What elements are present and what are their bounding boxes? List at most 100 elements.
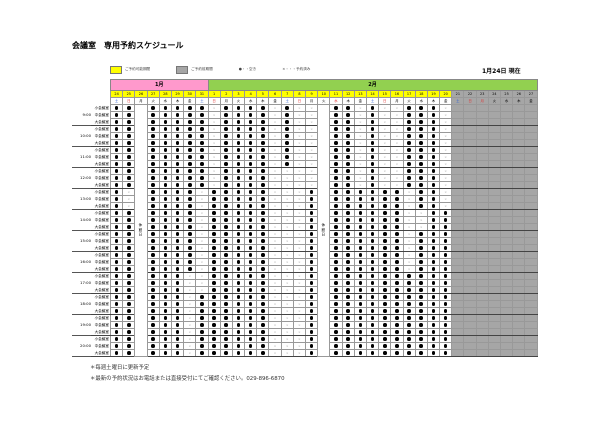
slot-available[interactable] [402,286,416,294]
slot-available[interactable] [304,223,319,231]
slot-available[interactable] [426,237,441,245]
slot-available[interactable] [304,188,319,196]
slot-available[interactable] [426,132,441,140]
slot-available[interactable] [329,167,343,175]
slot-available[interactable] [146,300,160,308]
slot-available[interactable] [109,132,124,140]
slot-available[interactable] [170,293,185,301]
slot-available[interactable] [439,300,453,308]
slot-available[interactable] [219,258,233,266]
slot-available[interactable] [439,286,453,294]
slot-available[interactable] [378,286,392,294]
slot-available[interactable] [256,160,270,168]
slot-available[interactable] [304,314,319,322]
slot-available[interactable] [158,174,172,182]
slot-available[interactable] [183,160,197,168]
slot-available[interactable] [122,265,136,273]
slot-available[interactable] [207,342,221,350]
slot-available[interactable] [402,321,416,329]
slot-available[interactable] [195,307,209,315]
slot-available[interactable] [170,244,185,252]
slot-available[interactable] [341,237,355,245]
slot-available[interactable] [219,139,233,147]
slot-available[interactable] [402,104,416,112]
slot-available[interactable] [195,125,209,133]
slot-available[interactable] [158,104,172,112]
slot-available[interactable] [109,188,124,196]
slot-available[interactable] [390,230,404,238]
slot-available[interactable] [256,132,270,140]
slot-available[interactable] [170,272,185,280]
slot-available[interactable] [195,118,209,126]
slot-available[interactable] [365,258,380,266]
slot-available[interactable] [219,321,233,329]
slot-available[interactable] [341,160,355,168]
slot-available[interactable] [378,188,392,196]
slot-available[interactable] [170,321,185,329]
slot-available[interactable] [365,104,380,112]
slot-available[interactable] [341,146,355,154]
slot-available[interactable] [414,300,428,308]
slot-available[interactable] [195,111,209,119]
slot-available[interactable] [170,307,185,315]
slot-available[interactable] [244,139,258,147]
slot-available[interactable] [439,335,453,343]
slot-available[interactable] [207,216,221,224]
slot-available[interactable] [231,181,246,189]
slot-available[interactable] [219,146,233,154]
slot-available[interactable] [402,293,416,301]
slot-available[interactable] [109,230,124,238]
slot-available[interactable] [353,244,367,252]
slot-available[interactable] [365,328,380,336]
slot-available[interactable] [341,328,355,336]
slot-available[interactable] [122,216,136,224]
slot-available[interactable] [219,286,233,294]
slot-available[interactable] [122,118,136,126]
slot-available[interactable] [378,216,392,224]
slot-available[interactable] [304,293,319,301]
slot-available[interactable] [122,293,136,301]
slot-available[interactable] [341,300,355,308]
slot-available[interactable] [329,230,343,238]
slot-available[interactable] [390,293,404,301]
slot-available[interactable] [219,202,233,210]
slot-available[interactable] [109,167,124,175]
slot-available[interactable] [195,335,209,343]
slot-available[interactable] [195,153,209,161]
slot-available[interactable] [231,125,246,133]
slot-available[interactable] [146,335,160,343]
slot-available[interactable] [219,293,233,301]
slot-available[interactable] [122,160,136,168]
slot-available[interactable] [304,195,319,203]
slot-available[interactable] [231,258,246,266]
slot-available[interactable] [329,153,343,161]
slot-available[interactable] [378,335,392,343]
slot-available[interactable] [256,167,270,175]
slot-available[interactable] [231,104,246,112]
slot-available[interactable] [378,342,392,350]
slot-available[interactable] [329,104,343,112]
slot-available[interactable] [353,321,367,329]
slot-available[interactable] [170,223,185,231]
slot-available[interactable] [219,118,233,126]
slot-available[interactable] [378,237,392,245]
slot-available[interactable] [146,146,160,154]
slot-available[interactable] [353,328,367,336]
slot-available[interactable] [402,174,416,182]
slot-available[interactable] [244,153,258,161]
slot-available[interactable] [183,118,197,126]
slot-available[interactable] [426,139,441,147]
slot-available[interactable] [122,230,136,238]
slot-available[interactable] [426,202,441,210]
slot-available[interactable] [244,146,258,154]
slot-available[interactable] [329,174,343,182]
slot-available[interactable] [195,167,209,175]
slot-available[interactable] [109,146,124,154]
slot-available[interactable] [146,307,160,315]
slot-available[interactable] [341,125,355,133]
slot-available[interactable] [426,279,441,287]
slot-available[interactable] [390,349,404,357]
slot-available[interactable] [207,265,221,273]
slot-available[interactable] [244,125,258,133]
slot-available[interactable] [158,223,172,231]
